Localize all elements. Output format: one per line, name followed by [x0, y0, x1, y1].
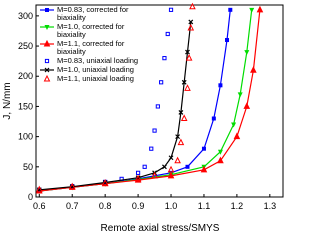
marker — [256, 5, 264, 13]
marker — [168, 7, 174, 12]
legend-item: M=1.0, uniaxial loading — [40, 66, 152, 74]
legend-label: M=1.1, uniaxial loading — [57, 74, 134, 83]
marker — [151, 171, 158, 179]
y-tick-label: 250 — [18, 41, 33, 51]
marker — [180, 114, 188, 122]
legend-item: M=1.0, corrected for biaxiality — [40, 23, 152, 39]
legend-item: M=1.1, corrected for biaxiality — [40, 40, 152, 56]
y-tick-label: 300 — [18, 11, 33, 21]
marker — [243, 102, 251, 109]
marker — [217, 149, 223, 155]
marker — [162, 164, 167, 170]
marker — [152, 128, 157, 133]
marker — [44, 67, 50, 73]
marker — [142, 164, 147, 169]
marker — [228, 7, 233, 12]
x-tick-label: 1.0 — [165, 201, 178, 211]
marker — [175, 134, 181, 140]
marker — [174, 156, 181, 164]
y-tick-label: 0 — [28, 192, 33, 202]
x-tick-label: 0.7 — [66, 201, 79, 211]
marker — [225, 38, 230, 43]
marker — [149, 146, 154, 151]
legend-item: M=1.1, uniaxial loading — [40, 75, 152, 83]
marker — [162, 56, 167, 61]
marker — [68, 182, 76, 190]
marker — [200, 165, 208, 173]
marker — [185, 54, 193, 61]
marker — [250, 66, 257, 73]
marker — [217, 156, 224, 164]
legend-item: M=0.83, corrected for biaxiality — [40, 6, 152, 22]
legend-symbol — [40, 8, 54, 12]
marker — [233, 132, 241, 140]
marker — [181, 79, 187, 85]
y-tick-label: 100 — [18, 132, 33, 142]
marker — [185, 49, 190, 55]
marker — [188, 19, 194, 25]
marker — [134, 174, 142, 182]
marker — [44, 25, 50, 30]
marker — [155, 104, 160, 109]
x-tick-label: 0.8 — [99, 201, 112, 211]
marker — [43, 75, 51, 82]
marker — [187, 23, 195, 31]
marker — [211, 116, 216, 121]
legend-symbol — [40, 40, 54, 47]
x-tick-label: 1.3 — [264, 201, 277, 211]
marker — [249, 7, 255, 13]
marker — [101, 178, 109, 186]
marker — [168, 155, 174, 161]
y-tick-label: 150 — [18, 101, 33, 111]
y-axis-label: J, N/mm — [2, 82, 13, 119]
marker — [44, 58, 50, 64]
marker — [189, 2, 196, 10]
legend-symbol — [40, 25, 54, 30]
marker — [45, 8, 49, 12]
legend-label: M=1.0, corrected for biaxiality — [57, 22, 125, 39]
marker — [35, 185, 43, 193]
marker — [165, 31, 170, 37]
legend-item: M=0.83, uniaxial loading — [40, 57, 152, 65]
marker — [218, 83, 223, 88]
marker — [167, 165, 175, 173]
plot-frame — [35, 4, 284, 198]
marker — [167, 171, 175, 179]
legend-symbol — [43, 75, 51, 82]
x-tick-label: 0.6 — [33, 201, 46, 211]
marker — [231, 122, 237, 128]
marker — [184, 84, 191, 91]
series-line — [39, 21, 192, 191]
x-tick-label: 1.1 — [198, 201, 211, 211]
legend-label: M=0.83, corrected for biaxiality — [57, 5, 129, 22]
marker — [159, 80, 164, 85]
marker — [201, 146, 206, 151]
y-tick-label: 200 — [18, 71, 33, 81]
marker — [177, 138, 185, 146]
marker — [237, 92, 243, 98]
legend: M=0.83, corrected for biaxiality M=1.0, c… — [40, 6, 152, 84]
legend-symbol — [40, 67, 54, 73]
marker — [135, 170, 141, 175]
legend-label: M=1.1, corrected for biaxiality — [57, 39, 125, 56]
marker — [185, 164, 190, 169]
marker — [43, 40, 51, 47]
legend-label: M=1.0, uniaxial loading — [57, 65, 134, 74]
marker — [178, 110, 184, 115]
x-tick-label: 0.9 — [132, 201, 145, 211]
y-tick-label: 50 — [23, 162, 33, 172]
legend-label: M=0.83, uniaxial loading — [57, 56, 139, 65]
legend-symbol — [44, 58, 50, 64]
x-axis-label: Remote axial stress/SMYS — [101, 223, 220, 234]
marker — [244, 50, 250, 56]
x-tick-label: 1.2 — [231, 201, 244, 211]
